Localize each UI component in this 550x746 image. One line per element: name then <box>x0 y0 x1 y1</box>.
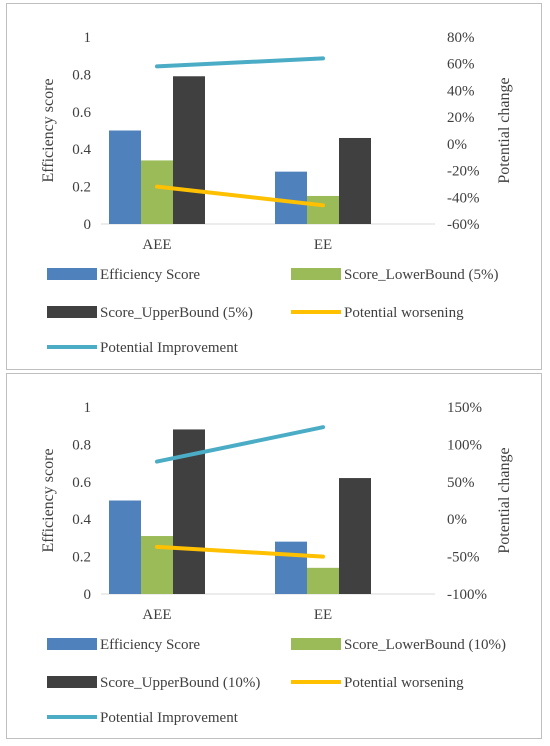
y-tick-label: 1 <box>84 400 92 416</box>
y2-tick-label: 150% <box>447 400 482 416</box>
y-tick-label: 0.6 <box>72 475 91 491</box>
y2-tick-label: -50% <box>447 550 480 566</box>
legend-label: Score_LowerBound (5%) <box>344 267 499 283</box>
y2-tick-label: 100% <box>447 437 482 453</box>
chart-top: 0 0.2 0.4 0.6 0.8 1 -60% -40% -20% 0% 20% 40% 60% 80%… <box>40 30 513 356</box>
y2-tick-label: 60% <box>447 57 475 73</box>
x-tick-label: AEE <box>142 237 171 253</box>
chart-bottom: 0 0.2 0.4 0.6 0.8 1 -100% -50% 0% 50% 100% 150% Effi… <box>40 400 513 726</box>
y2-axis-title: Potential change <box>496 77 513 183</box>
y2-tick-label: 0% <box>447 137 467 153</box>
x-tick-label: EE <box>314 237 332 253</box>
y2-tick-label: 80% <box>447 30 475 46</box>
legend-swatch <box>291 638 341 650</box>
legend-swatch <box>291 268 341 280</box>
legend-label: Potential worsening <box>344 675 464 691</box>
y-tick-label: 1 <box>84 30 92 46</box>
y-axis-title: Efficiency score <box>40 78 57 182</box>
bar-score-lowerbound-10 <box>141 536 173 594</box>
y-tick-label: 0.2 <box>72 180 91 196</box>
chart-panel-top: 0 0.2 0.4 0.6 0.8 1 -60% -40% -20% 0% 20% 40% 60% 80%… <box>6 3 542 370</box>
line-potential-improvement <box>155 425 325 464</box>
line-potential-worsening <box>155 544 325 559</box>
line-potential-improvement <box>155 56 325 69</box>
bar-efficiency-score <box>275 171 307 224</box>
y-tick-label: 0.6 <box>72 105 91 121</box>
legend-label: Potential Improvement <box>100 710 239 726</box>
legend-label: Score_UpperBound (10%) <box>100 675 260 691</box>
y2-tick-label: 40% <box>447 83 475 99</box>
legend-swatch <box>47 676 97 688</box>
bar-score-lowerbound-10 <box>307 567 339 594</box>
chart-panel-bottom: 0 0.2 0.4 0.6 0.8 1 -100% -50% 0% 50% 100% 150% Effi… <box>6 373 542 739</box>
y-tick-label: 0.4 <box>72 142 91 158</box>
y2-tick-label: 20% <box>447 110 475 126</box>
y-tick-label: 0.8 <box>72 437 91 453</box>
legend-label: Potential Improvement <box>100 340 239 356</box>
y-tick-label: 0 <box>84 587 92 603</box>
bar-score-lowerbound-5 <box>141 160 173 224</box>
y-tick-label: 0 <box>84 217 92 233</box>
x-tick-label: EE <box>314 607 332 623</box>
bar-efficiency-score <box>275 541 307 594</box>
y-tick-label: 0.8 <box>72 67 91 83</box>
bar-score-upperbound-5 <box>339 137 371 224</box>
bar-efficiency-score <box>109 130 141 224</box>
y2-tick-label: 0% <box>447 512 467 528</box>
legend-label: Efficiency Score <box>100 267 200 283</box>
legend-label: Score_UpperBound (5%) <box>100 305 253 321</box>
legend-label: Efficiency Score <box>100 637 200 653</box>
y-tick-label: 0.2 <box>72 550 91 566</box>
y-tick-label: 0.4 <box>72 512 91 528</box>
x-tick-label: AEE <box>142 607 171 623</box>
bar-efficiency-score <box>109 500 141 594</box>
y2-tick-label: -20% <box>447 164 480 180</box>
bar-score-lowerbound-5 <box>307 195 339 224</box>
y2-tick-label: -100% <box>447 587 487 603</box>
y-axis-title: Efficiency score <box>40 448 57 552</box>
y2-tick-label: -60% <box>447 217 480 233</box>
y2-axis-title: Potential change <box>496 447 513 553</box>
bar-score-upperbound-5 <box>173 76 205 225</box>
bar-score-upperbound-10 <box>339 478 371 594</box>
legend-swatch <box>47 638 97 650</box>
y2-tick-label: -40% <box>447 190 480 206</box>
line-potential-worsening <box>155 184 325 208</box>
y2-tick-label: 50% <box>447 475 475 491</box>
legend-swatch <box>47 306 97 318</box>
legend-swatch <box>47 268 97 280</box>
legend-label: Score_LowerBound (10%) <box>344 637 506 653</box>
legend-label: Potential worsening <box>344 305 464 321</box>
